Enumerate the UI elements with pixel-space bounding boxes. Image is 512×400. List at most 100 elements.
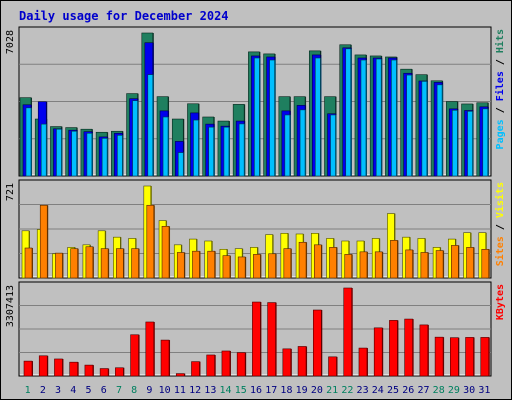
bar-kbytes-day-15 xyxy=(236,352,246,377)
bar-kbytes-day-8 xyxy=(130,334,139,377)
bar-sites-day-21 xyxy=(329,247,337,279)
bar-kbytes-day-16 xyxy=(252,301,261,377)
x-label-day-5: 5 xyxy=(86,385,92,396)
bar-sites-day-31 xyxy=(481,248,490,279)
bar-pages-day-31 xyxy=(482,108,489,177)
bar-pages-day-12 xyxy=(193,119,199,177)
bar-pages-day-13 xyxy=(208,126,215,177)
bar-pages-day-3 xyxy=(56,128,62,177)
x-label-day-9: 9 xyxy=(146,385,152,396)
bar-kbytes-day-24 xyxy=(373,327,383,377)
bar-kbytes-day-26 xyxy=(404,318,413,377)
x-label-day-24: 24 xyxy=(372,385,384,396)
bar-sites-day-8 xyxy=(131,248,139,279)
x-label-day-12: 12 xyxy=(189,385,201,396)
bar-sites-day-30 xyxy=(466,247,474,279)
bar-pages-day-22 xyxy=(345,48,352,177)
bar-kbytes-day-4 xyxy=(69,361,78,377)
bar-sites-day-5 xyxy=(85,246,94,279)
bar-pages-day-4 xyxy=(71,130,77,177)
legend-entry: / xyxy=(495,218,506,236)
chart-panels: 7028 Pages / Files / Hits 721 Sites / Visit… xyxy=(5,26,506,377)
y-max-label-pages-files-hits: 7028 xyxy=(5,30,16,54)
bar-pages-day-8 xyxy=(132,100,138,177)
bar-sites-day-18 xyxy=(283,248,292,279)
bar-sites-day-16 xyxy=(253,254,261,279)
bar-pages-day-9 xyxy=(147,74,154,177)
bar-sites-day-20 xyxy=(313,244,322,279)
bar-sites-day-10 xyxy=(161,226,170,279)
bar-sites-day-26 xyxy=(405,249,413,279)
bar-sites-day-28 xyxy=(435,250,444,279)
x-label-day-17: 17 xyxy=(265,385,277,396)
bar-pages-day-10 xyxy=(162,116,169,177)
x-label-day-19: 19 xyxy=(296,385,308,396)
bar-sites-day-3 xyxy=(55,252,63,279)
legend-entry: KBytes xyxy=(495,284,506,320)
bar-pages-day-19 xyxy=(299,109,306,177)
x-label-day-13: 13 xyxy=(204,385,216,396)
bar-sites-day-7 xyxy=(116,248,124,279)
x-label-day-2: 2 xyxy=(40,385,46,396)
bar-kbytes-day-2 xyxy=(38,355,48,377)
bar-pages-day-23 xyxy=(360,59,367,177)
bar-sites-day-24 xyxy=(374,251,383,279)
bar-pages-day-26 xyxy=(406,74,412,177)
bar-pages-day-14 xyxy=(223,126,230,177)
bar-sites-day-12 xyxy=(192,250,200,279)
bar-sites-day-2 xyxy=(39,204,48,279)
x-label-day-1: 1 xyxy=(25,385,31,396)
bar-pages-day-25 xyxy=(391,59,397,177)
x-label-day-4: 4 xyxy=(70,385,76,396)
bar-pages-day-24 xyxy=(375,58,382,177)
legend-sites-visits: Sites / Visits xyxy=(494,182,506,266)
bar-pages-day-29 xyxy=(452,109,458,177)
bar-kbytes-day-13 xyxy=(206,354,216,377)
x-label-day-29: 29 xyxy=(448,385,460,396)
bar-pages-day-16 xyxy=(254,57,260,177)
bar-kbytes-day-12 xyxy=(191,361,200,377)
x-label-day-26: 26 xyxy=(402,385,414,396)
bar-pages-day-17 xyxy=(269,59,275,177)
bar-pages-day-28 xyxy=(436,84,443,177)
bar-pages-day-5 xyxy=(86,132,93,177)
bar-kbytes-day-20 xyxy=(312,309,322,377)
bar-pages-day-18 xyxy=(284,114,291,177)
bar-sites-day-6 xyxy=(100,248,109,279)
x-label-day-16: 16 xyxy=(250,385,262,396)
bar-sites-day-15 xyxy=(237,256,246,279)
legend-entry: Visits xyxy=(494,182,506,218)
y-max-label-sites-visits: 721 xyxy=(5,183,16,201)
bar-pages-day-30 xyxy=(467,110,473,177)
bar-pages-day-21 xyxy=(330,114,336,177)
bar-kbytes-day-6 xyxy=(99,368,109,377)
x-label-day-25: 25 xyxy=(387,385,399,396)
x-label-day-14: 14 xyxy=(220,385,232,396)
x-label-day-30: 30 xyxy=(463,385,475,396)
bar-sites-day-11 xyxy=(176,252,185,279)
x-label-day-22: 22 xyxy=(341,385,353,396)
bar-sites-day-23 xyxy=(359,251,368,279)
legend-kbytes: KBytes xyxy=(495,284,506,320)
bar-sites-day-29 xyxy=(451,245,459,279)
x-label-day-31: 31 xyxy=(478,385,490,396)
bar-pages-day-15 xyxy=(238,123,245,177)
bar-sites-day-19 xyxy=(298,241,307,279)
bar-kbytes-day-11 xyxy=(175,373,185,377)
x-label-day-27: 27 xyxy=(417,385,429,396)
x-label-day-18: 18 xyxy=(280,385,292,396)
bar-pages-day-1 xyxy=(25,107,32,177)
y-max-label-kbytes: 3307413 xyxy=(5,285,16,327)
chart-title: Daily usage for December 2024 xyxy=(19,9,229,23)
x-label-day-15: 15 xyxy=(235,385,247,396)
bar-kbytes-day-14 xyxy=(221,350,231,377)
legend-entry: / xyxy=(495,101,506,119)
legend-entry: / xyxy=(495,53,506,71)
bar-sites-day-17 xyxy=(268,253,276,279)
bar-sites-day-9 xyxy=(146,204,155,279)
bar-kbytes-day-3 xyxy=(54,358,63,377)
bar-sites-day-14 xyxy=(222,255,231,279)
x-label-day-8: 8 xyxy=(131,385,137,396)
bar-kbytes-day-23 xyxy=(358,347,368,377)
bar-pages-day-11 xyxy=(177,152,184,177)
